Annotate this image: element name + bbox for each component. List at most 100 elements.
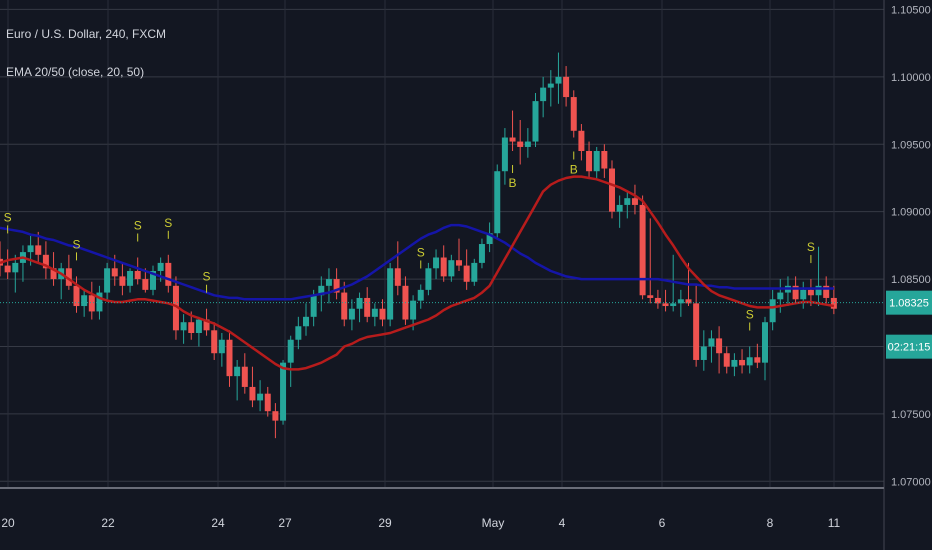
current-price-text: 1.08325 (889, 298, 929, 310)
candle-body (509, 137, 516, 142)
candle-body (188, 322, 195, 334)
candle-body (157, 262, 164, 271)
candle-body (555, 76, 562, 84)
candle-body (463, 265, 470, 282)
time-tick-label: 27 (278, 516, 292, 530)
candle-body (494, 171, 501, 234)
time-tick-label: 8 (767, 516, 774, 530)
candle-body (50, 268, 57, 280)
candle-body (356, 297, 363, 309)
candle-body (88, 295, 95, 312)
time-tick-label: 4 (559, 516, 566, 530)
candle-body (670, 303, 677, 307)
time-tick-label: 22 (101, 516, 115, 530)
candle-body (708, 338, 715, 347)
candle-body (257, 393, 264, 401)
candle-body (456, 260, 462, 266)
candle-body (425, 268, 432, 290)
candle-body (96, 292, 103, 312)
candle-body (195, 319, 202, 334)
candle-body (295, 326, 302, 340)
ema-20-line (0, 175, 835, 371)
candle-body (800, 289, 807, 300)
candle-body (165, 262, 172, 286)
candle-body (501, 137, 508, 172)
candle-body (379, 308, 386, 320)
candle-body (417, 289, 424, 301)
candle-body (723, 353, 730, 367)
sell-signal-label: S (164, 216, 172, 230)
candle-body (410, 300, 417, 320)
candle-body (111, 268, 118, 277)
candle-body (27, 245, 34, 253)
candle-body (815, 285, 822, 296)
candle-body (234, 366, 241, 377)
candle-body (586, 150, 593, 172)
sell-signal-label: S (72, 237, 80, 251)
candle-body (654, 297, 661, 304)
candle-body (593, 150, 600, 172)
candle-body (685, 299, 692, 304)
candle-body (203, 319, 210, 331)
sell-signal-label: S (134, 219, 142, 233)
candle-body (371, 308, 378, 317)
candle-body (792, 285, 799, 300)
sell-signal-label: S (746, 307, 754, 321)
candle-body (12, 262, 19, 273)
candle-body (119, 276, 126, 286)
time-tick-label: 29 (378, 516, 392, 530)
candle-body (142, 279, 149, 290)
candle-body (287, 339, 294, 363)
buy-signal-label: B (509, 176, 517, 190)
candle-body (81, 295, 88, 307)
candle-body (180, 322, 187, 331)
sell-signal-label: S (807, 240, 815, 254)
candle-body (769, 299, 776, 323)
candle-body (172, 285, 179, 331)
ema-50-line (0, 223, 834, 301)
time-tick-label: 20 (1, 516, 15, 530)
candle-body (264, 393, 271, 412)
candle-body (517, 141, 524, 147)
candle-body (440, 257, 447, 277)
candle-body (693, 303, 700, 360)
price-tick-label: 1.10000 (891, 72, 931, 84)
candle-body (211, 330, 218, 354)
candle-body (754, 357, 761, 363)
candle-body (478, 244, 485, 263)
candle-body (716, 338, 723, 354)
candle-body (348, 308, 355, 320)
candle-body (762, 322, 768, 363)
indicator-legend[interactable]: EMA 20/50 (close, 20, 50) (6, 65, 145, 79)
symbol-legend[interactable]: Euro / U.S. Dollar, 240, FXCM (6, 27, 167, 41)
candle-body (609, 168, 615, 212)
candle-body (486, 233, 493, 245)
candle-body (394, 268, 401, 286)
current-price-tag (886, 290, 932, 315)
time-tick-label: 24 (211, 516, 225, 530)
candle-body (325, 279, 332, 286)
candle-body (303, 316, 309, 327)
candle-body (272, 411, 279, 421)
time-tick-label: May (482, 516, 505, 530)
candle-body (631, 198, 638, 205)
candle-body (150, 270, 156, 290)
candle-body (524, 141, 531, 147)
candle-body (218, 339, 225, 354)
candle-body (647, 295, 654, 298)
candle-body (333, 279, 340, 293)
candle-body (310, 295, 317, 317)
buy-signal-label: B (570, 163, 578, 177)
candle-body (601, 150, 608, 169)
candle-body (448, 260, 455, 277)
candle-body (226, 339, 233, 377)
candle-body (471, 262, 478, 282)
candle-body (532, 101, 539, 142)
candle-body (746, 357, 753, 366)
candle-body (387, 268, 394, 320)
price-tick-label: 1.10500 (891, 4, 931, 16)
candle-body (433, 257, 440, 269)
candle-body (341, 292, 348, 320)
candle-body (104, 268, 111, 293)
